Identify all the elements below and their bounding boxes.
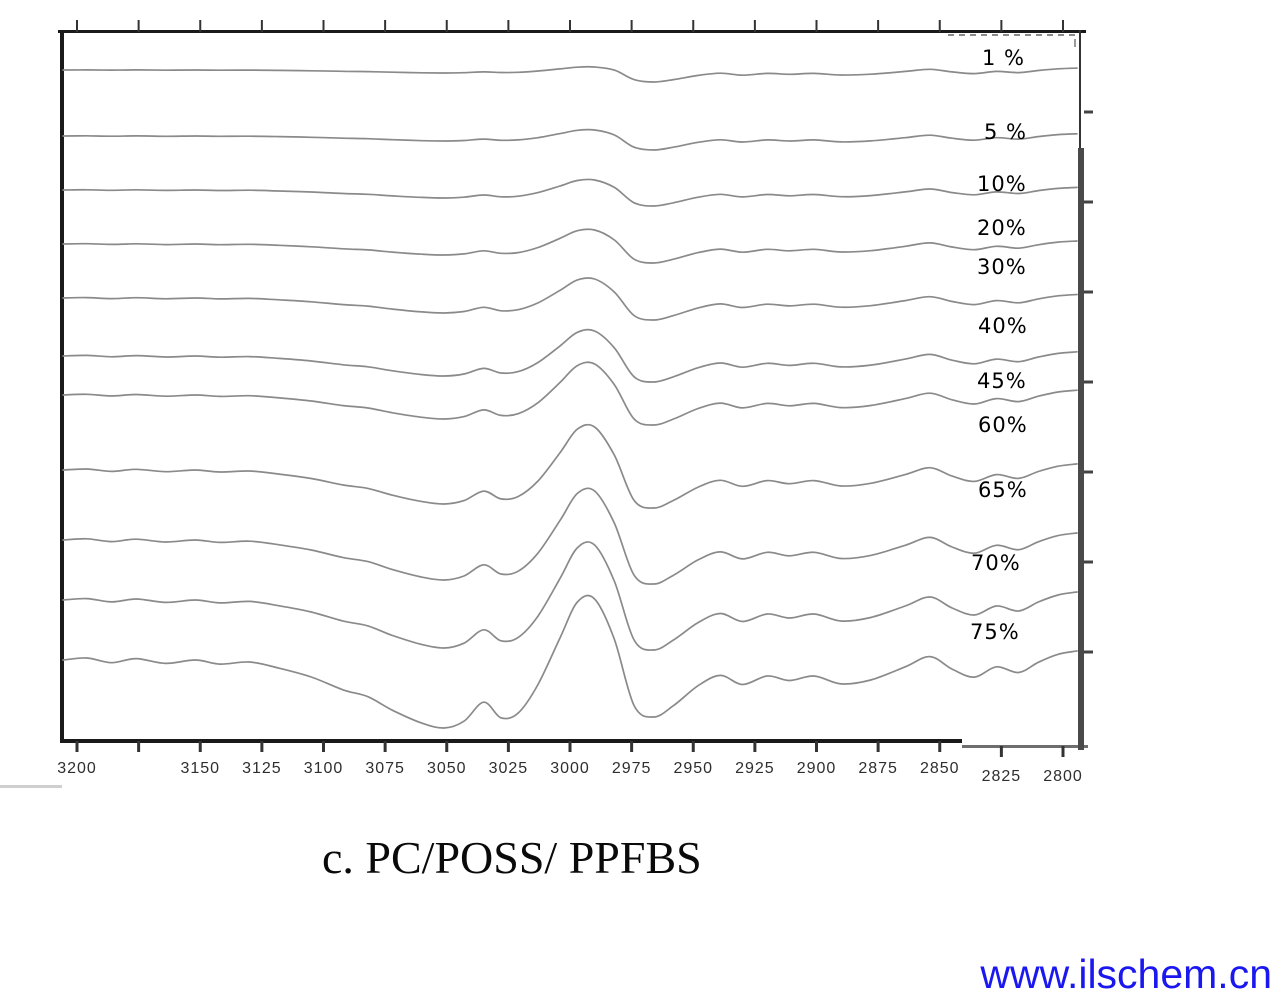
x-tick-label: 3000: [550, 760, 590, 777]
series-label-5%: 5 %: [984, 120, 1027, 144]
figure-caption: c. PC/POSS/ PPFBS: [322, 832, 702, 883]
spectrum-curve-5%: [62, 128, 1078, 151]
spectrum-curve-10%: [62, 178, 1078, 207]
series-label-60%: 60%: [978, 413, 1028, 437]
x-tick-label: 3025: [489, 760, 529, 777]
spectrum-curve-60%: [62, 423, 1078, 509]
series-label-20%: 20%: [977, 216, 1027, 240]
x-tick-label: 3050: [427, 760, 467, 777]
spectrum-curve-40%: [62, 328, 1078, 383]
x-tick-label: 2850: [920, 760, 960, 777]
plot-frame-top: [58, 30, 1086, 33]
series-label-30%: 30%: [977, 255, 1027, 279]
x-tick-label: 2800: [1043, 768, 1083, 785]
scan-artifact-line: [0, 785, 62, 788]
x-tick-label: 3125: [242, 760, 282, 777]
spectrum-curve-45%: [62, 361, 1078, 426]
spectrum-curve-70%: [62, 541, 1078, 651]
x-tick-label: 3200: [57, 760, 97, 777]
x-tick-label: 3100: [304, 760, 344, 777]
plot-frame-bottom: [60, 739, 962, 743]
plot-frame-left: [60, 30, 64, 743]
x-tick-label: 2875: [858, 760, 898, 777]
spectrum-curve-65%: [62, 487, 1078, 585]
spectrum-curve-20%: [62, 228, 1078, 264]
series-label-45%: 45%: [977, 369, 1027, 393]
x-tick-label: 3150: [180, 760, 220, 777]
series-label-10%: 10%: [977, 172, 1027, 196]
spectrum-curve-30%: [62, 277, 1078, 321]
x-tick-label: 3075: [365, 760, 405, 777]
series-label-1%: 1 %: [982, 46, 1025, 70]
series-label-70%: 70%: [971, 551, 1021, 575]
series-label-75%: 75%: [970, 620, 1020, 644]
x-tick-label: 2925: [735, 760, 775, 777]
x-tick-label: 2975: [612, 760, 652, 777]
series-label-40%: 40%: [978, 314, 1028, 338]
plot-frame-right-thick: [1078, 148, 1084, 750]
x-tick-label: 2900: [797, 760, 837, 777]
x-tick-label: 2825: [982, 768, 1022, 785]
plot-frame-right-thin: [1079, 30, 1081, 148]
series-label-65%: 65%: [978, 478, 1028, 502]
spectrum-curve-75%: [62, 594, 1078, 729]
plot-frame-bottom-offset: [962, 745, 1088, 748]
watermark-text: www.ilschem.cn: [980, 951, 1272, 997]
spectrum-curve-1%: [62, 65, 1078, 83]
x-tick-label: 2950: [673, 760, 713, 777]
